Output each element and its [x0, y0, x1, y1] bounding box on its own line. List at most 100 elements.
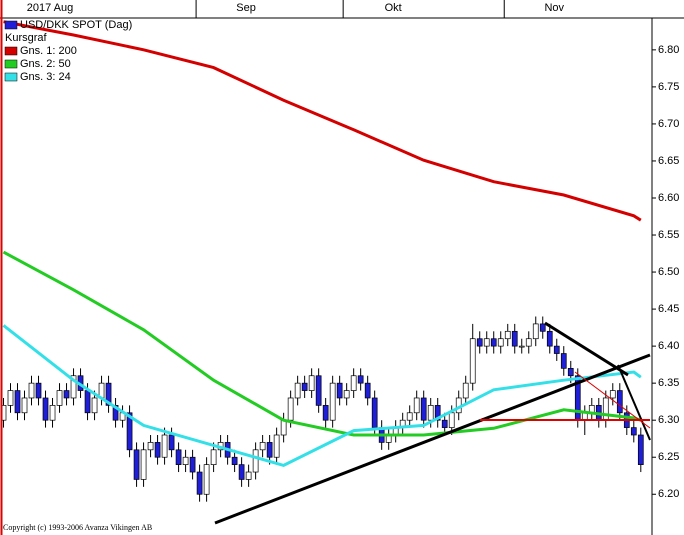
x-tick-label: Nov — [544, 2, 564, 14]
candle-body — [112, 405, 119, 421]
y-tick-label: 6.80 — [658, 44, 679, 56]
candle-body — [21, 397, 28, 414]
candle-body — [434, 405, 441, 421]
y-tick-label: 6.25 — [658, 451, 679, 463]
candle-body — [28, 382, 35, 399]
candle-body — [350, 375, 357, 391]
candle-body — [70, 375, 77, 399]
candle-body — [126, 412, 133, 451]
candle-body — [371, 397, 378, 428]
y-tick-label: 6.35 — [658, 377, 679, 389]
candle-body — [35, 382, 42, 399]
candle-body — [539, 323, 546, 332]
candle-body — [469, 338, 476, 384]
trend-line — [214, 353, 651, 525]
candle-body — [294, 382, 301, 399]
candle-body — [336, 382, 343, 399]
y-tick-label: 6.60 — [658, 192, 679, 204]
candle-body — [14, 390, 21, 414]
candle-body — [462, 382, 469, 399]
candle-body — [245, 471, 252, 480]
candle-body — [637, 434, 644, 465]
candle-body — [259, 442, 266, 451]
candle-body — [287, 397, 294, 421]
y-tick-label: 6.65 — [658, 155, 679, 167]
y-tick-label: 6.55 — [658, 229, 679, 241]
legend-entry: Gns. 2: 50 — [20, 58, 71, 70]
candle-body — [154, 442, 161, 458]
legend-title: USD/DKK SPOT (Dag) — [20, 19, 132, 31]
candle-body — [553, 345, 560, 354]
candle-body — [196, 471, 203, 495]
y-tick-label: 6.30 — [658, 414, 679, 426]
candle-body — [427, 405, 434, 421]
candle-body — [490, 338, 497, 347]
candle-body — [42, 397, 49, 421]
candle-body — [630, 427, 637, 436]
candle-body — [175, 449, 182, 465]
candle-body — [511, 330, 518, 347]
candle-body — [273, 434, 280, 458]
y-tick-label: 6.40 — [658, 340, 679, 352]
y-tick-label: 6.75 — [658, 81, 679, 93]
candle-body — [616, 390, 623, 414]
legend-swatch — [4, 72, 18, 82]
y-tick-label: 6.45 — [658, 303, 679, 315]
candle-body — [203, 464, 210, 495]
moving-average-line — [2, 324, 642, 468]
candle-body — [441, 419, 448, 428]
trend-line — [544, 321, 629, 377]
x-tick-label: Sep — [236, 2, 256, 14]
candle-body — [280, 419, 287, 436]
candle-body — [497, 338, 504, 347]
candle-body — [609, 390, 616, 399]
candle-body — [476, 338, 483, 347]
candle-body — [567, 367, 574, 377]
legend-entry: Kursgraf — [5, 32, 48, 44]
moving-average-line — [2, 250, 642, 437]
candle-body — [308, 375, 315, 391]
candle-body — [364, 382, 371, 399]
candle-body — [420, 397, 427, 421]
legend-swatch — [4, 46, 18, 56]
x-tick-label: 2017 Aug — [27, 2, 74, 14]
candle-body — [483, 338, 490, 347]
legend-entry: Gns. 1: 200 — [20, 45, 77, 57]
candle-body — [7, 390, 14, 406]
candle-body — [406, 412, 413, 421]
candle-body — [105, 382, 112, 406]
candle-body — [301, 382, 308, 391]
legend-swatch — [4, 59, 18, 69]
candle-body — [546, 330, 553, 347]
trend-lines — [214, 321, 651, 525]
trend-line — [574, 371, 651, 429]
candle-body — [56, 390, 63, 406]
copyright: Copyright (c) 1993-2006 Avanza Vikingen … — [3, 523, 152, 532]
candle-body — [161, 434, 168, 458]
x-tick-label: Okt — [385, 2, 402, 14]
candle-body — [343, 390, 350, 399]
y-tick-label: 6.20 — [658, 488, 679, 500]
candle-body — [357, 375, 364, 384]
trend-line — [617, 364, 651, 441]
moving-average-line — [3, 20, 642, 222]
candle-body — [518, 345, 525, 348]
candle-body — [84, 390, 91, 414]
candle-body — [91, 397, 98, 414]
candle-body — [168, 434, 175, 451]
y-tick-label: 6.70 — [658, 118, 679, 130]
candle-body — [252, 449, 259, 473]
candle-body — [504, 330, 511, 340]
candle-body — [329, 382, 336, 421]
y-tick-label: 6.50 — [658, 266, 679, 278]
legend: USD/DKK SPOT (Dag) Kursgraf Gns. 1: 200G… — [4, 19, 132, 83]
legend-swatch — [4, 20, 18, 30]
candle-body — [147, 442, 154, 451]
candle-body — [182, 456, 189, 465]
candle-body — [315, 375, 322, 406]
candle-body — [238, 464, 245, 480]
candle-body — [602, 397, 609, 421]
candle-body — [210, 449, 217, 465]
